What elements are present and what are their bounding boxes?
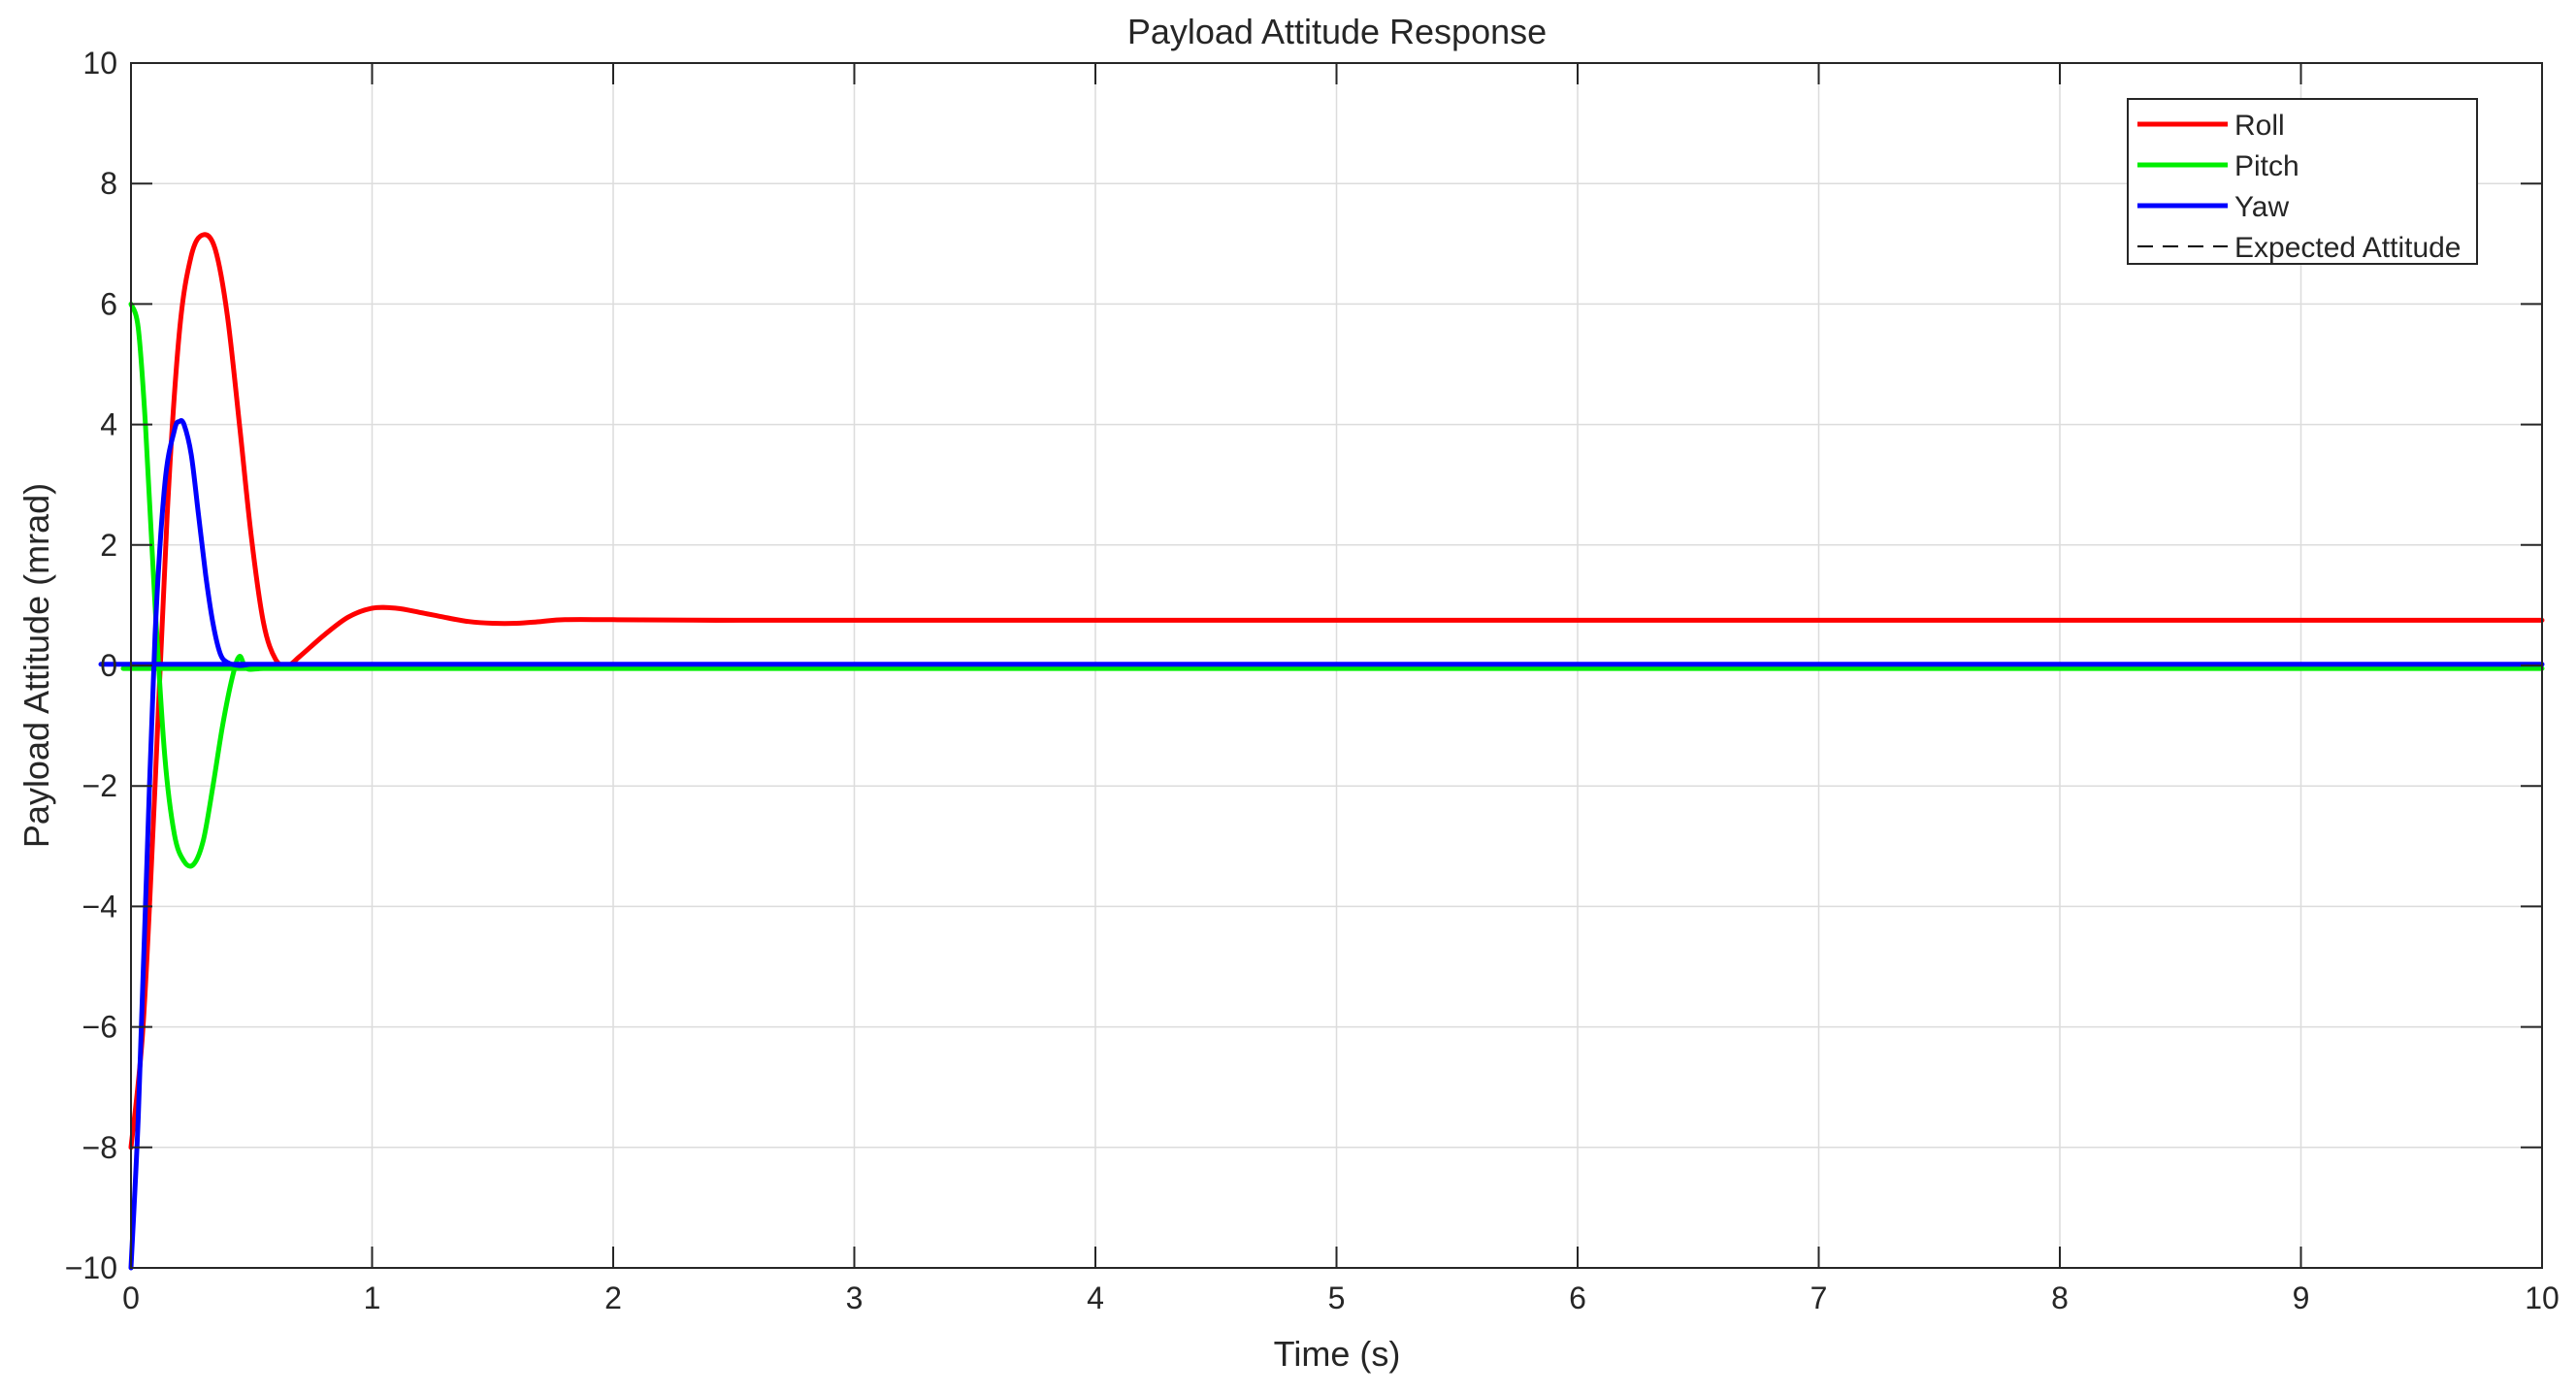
x-tick-label: 5 [1328,1281,1346,1315]
y-tick-label: −10 [65,1250,117,1285]
x-tick-label: 0 [122,1281,140,1315]
series-line-roll [128,232,2545,1151]
y-tick-label: 8 [100,166,117,201]
x-tick-label: 9 [2293,1281,2310,1315]
data-series [98,232,2545,1271]
legend-label: Yaw [2234,191,2289,223]
y-tick-label: 4 [100,407,117,442]
x-tick-label: 3 [846,1281,864,1315]
y-axis-label: Payload Attitude (mrad) [16,483,56,848]
series-line-yaw [98,418,2545,1271]
y-tick-label: 2 [100,528,117,563]
legend-label: Pitch [2234,150,2299,182]
axis-ticks: 0 1 2 3 4 5 6 7 8 9 10 −10 −8 −6 −4 −2 0 2 4 6 8 10 [65,46,2560,1315]
legend: Roll Pitch Yaw Expected Attitude [2127,98,2478,265]
x-tick-label: 2 [604,1281,622,1315]
y-tick-label: −2 [82,768,117,803]
legend-label: Roll [2234,110,2285,142]
x-tick-label: 6 [1569,1281,1586,1315]
y-tick-label: −6 [82,1010,117,1045]
y-tick-label: 10 [82,46,117,81]
y-tick-label: 6 [100,286,117,321]
x-axis-label: Time (s) [1274,1334,1401,1374]
x-tick-label: 4 [1087,1281,1104,1315]
x-tick-label: 1 [364,1281,381,1315]
x-tick-label: 8 [2051,1281,2069,1315]
x-tick-label: 10 [2525,1281,2560,1315]
y-tick-label: −4 [82,889,117,924]
legend-label: Expected Attitude [2234,232,2462,264]
y-tick-label: 0 [100,648,117,683]
y-tick-label: −8 [82,1130,117,1165]
chart-title: Payload Attitude Response [1127,12,1547,51]
x-tick-label: 7 [1810,1281,1828,1315]
